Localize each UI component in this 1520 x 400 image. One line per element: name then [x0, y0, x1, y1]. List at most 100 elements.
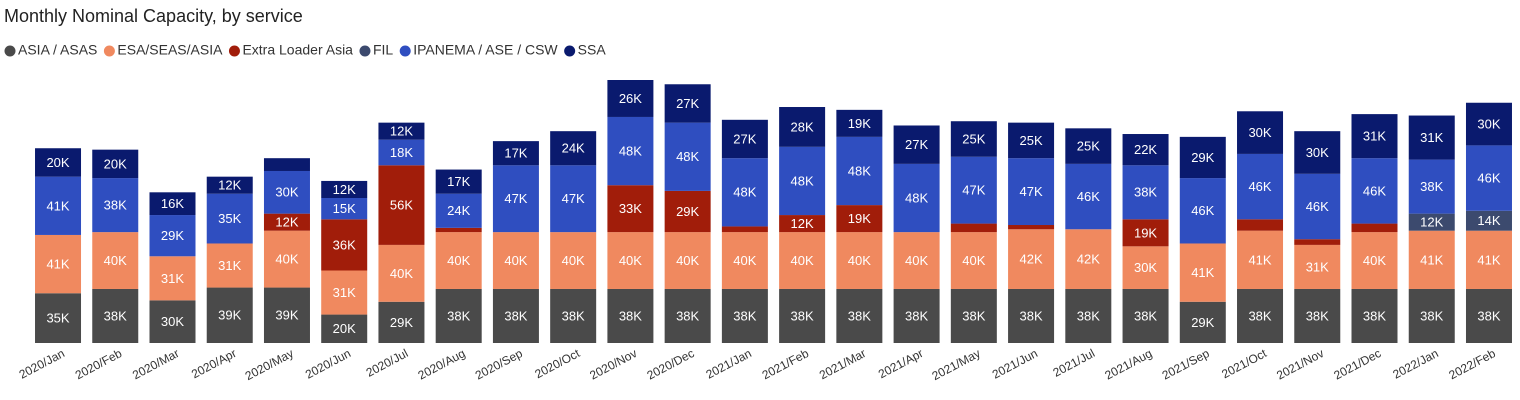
- data-label: 31K: [1306, 259, 1329, 274]
- data-label: 15K: [333, 201, 356, 216]
- data-label: 38K: [1134, 185, 1157, 200]
- data-label: 48K: [619, 144, 642, 159]
- bar-segment: [779, 146, 826, 216]
- data-label: 47K: [562, 191, 585, 206]
- bar-segment: [950, 121, 997, 157]
- data-label: 42K: [1077, 252, 1100, 267]
- bar-segment: [550, 288, 597, 343]
- data-label: 20K: [104, 156, 127, 171]
- data-label: 46K: [1306, 199, 1329, 214]
- data-label: 12K: [1420, 215, 1443, 230]
- data-label: 38K: [504, 308, 527, 323]
- data-label: 40K: [905, 253, 928, 268]
- x-tick-label: 2020/Nov: [587, 346, 639, 382]
- bar-segment: [1122, 165, 1169, 220]
- x-tick-label: 2020/Jul: [364, 346, 411, 380]
- bar-segment: [435, 232, 482, 289]
- bar-segment: [492, 232, 539, 289]
- x-tick-label: 2020/Apr: [189, 346, 239, 381]
- bar-segment: [721, 226, 768, 233]
- bar-segment: [149, 215, 196, 257]
- bar-segment: [1465, 230, 1512, 289]
- data-label: 39K: [275, 308, 298, 323]
- data-label: 48K: [848, 163, 871, 178]
- bar-segment: [664, 84, 711, 123]
- bar-segment: [836, 109, 883, 137]
- data-label: 38K: [1077, 308, 1100, 323]
- bar-segment: [435, 193, 482, 228]
- data-label: 22K: [1134, 142, 1157, 157]
- bar-segment: [35, 293, 82, 343]
- bar-segment: [721, 288, 768, 343]
- bar-segment: [1351, 288, 1398, 343]
- data-label: 26K: [619, 91, 642, 106]
- x-tick-label: 2021/Dec: [1331, 346, 1383, 382]
- data-label: 41K: [1420, 252, 1443, 267]
- legend-label: FIL: [373, 42, 393, 58]
- bar-segment: [321, 219, 368, 271]
- bar-segment: [378, 301, 425, 343]
- bar-segment: [836, 232, 883, 289]
- data-label: 48K: [791, 173, 814, 188]
- bar-segment: [664, 190, 711, 233]
- x-tick-label: 2020/Aug: [416, 346, 468, 382]
- bar-segment: [263, 230, 310, 288]
- bar-segment: [1237, 288, 1284, 343]
- data-label: 29K: [161, 228, 184, 243]
- data-label: 38K: [447, 308, 470, 323]
- legend-label: Extra Loader Asia: [242, 42, 353, 58]
- data-label: 40K: [619, 253, 642, 268]
- x-tick-label: 2021/Jul: [1051, 346, 1098, 380]
- data-label: 14K: [1477, 213, 1500, 228]
- data-label: 46K: [1248, 179, 1271, 194]
- legend-swatch: [4, 45, 16, 57]
- legend-swatch: [359, 45, 371, 57]
- bar-segment: [1237, 111, 1284, 154]
- bar-segment: [1237, 230, 1284, 289]
- data-label: 38K: [676, 308, 699, 323]
- data-label: 38K: [104, 308, 127, 323]
- bar-segment: [1465, 102, 1512, 146]
- data-label: 31K: [218, 258, 241, 273]
- bar-segment: [35, 148, 82, 177]
- data-label: 33K: [619, 201, 642, 216]
- bar-segment: [35, 176, 82, 235]
- bar-segment: [1122, 288, 1169, 343]
- bar-segment: [206, 193, 253, 244]
- bar-segment: [950, 223, 997, 233]
- data-label: 42K: [1020, 252, 1043, 267]
- x-tick-label: 2020/Sep: [473, 346, 525, 383]
- bar-segment: [492, 141, 539, 166]
- legend-swatch: [564, 45, 576, 57]
- data-label: 31K: [1420, 130, 1443, 145]
- bar-segment: [550, 232, 597, 289]
- bar-segment: [321, 270, 368, 315]
- bar-segment: [950, 156, 997, 224]
- data-label: 30K: [1477, 117, 1500, 132]
- bar-segment: [1065, 229, 1112, 289]
- data-label: 48K: [676, 149, 699, 164]
- bar-segment: [836, 205, 883, 233]
- bar-segment: [1351, 158, 1398, 224]
- bar-segment: [607, 80, 654, 117]
- bar-segment: [950, 288, 997, 343]
- data-label: 38K: [1248, 308, 1271, 323]
- data-label: 29K: [1191, 315, 1214, 330]
- bar-segment: [1294, 288, 1341, 343]
- bar-segment: [1065, 128, 1112, 164]
- legend-label: ASIA / ASAS: [18, 42, 97, 58]
- data-label: 40K: [447, 253, 470, 268]
- bar-segment: [92, 232, 139, 289]
- chart-title: Monthly Nominal Capacity, by service: [4, 6, 303, 26]
- bar-segment: [1408, 230, 1455, 289]
- bar-segment: [1008, 158, 1055, 226]
- data-label: 41K: [1477, 252, 1500, 267]
- data-label: 30K: [1248, 125, 1271, 140]
- bar-segment: [1008, 229, 1055, 289]
- legend-label: IPANEMA / ASE / CSW: [413, 42, 558, 58]
- bar-segment: [492, 288, 539, 343]
- bar-segment: [206, 176, 253, 194]
- x-tick-label: 2021/Sep: [1160, 346, 1212, 383]
- x-tick-label: 2020/Jan: [17, 346, 67, 382]
- bar-segment: [1122, 134, 1169, 166]
